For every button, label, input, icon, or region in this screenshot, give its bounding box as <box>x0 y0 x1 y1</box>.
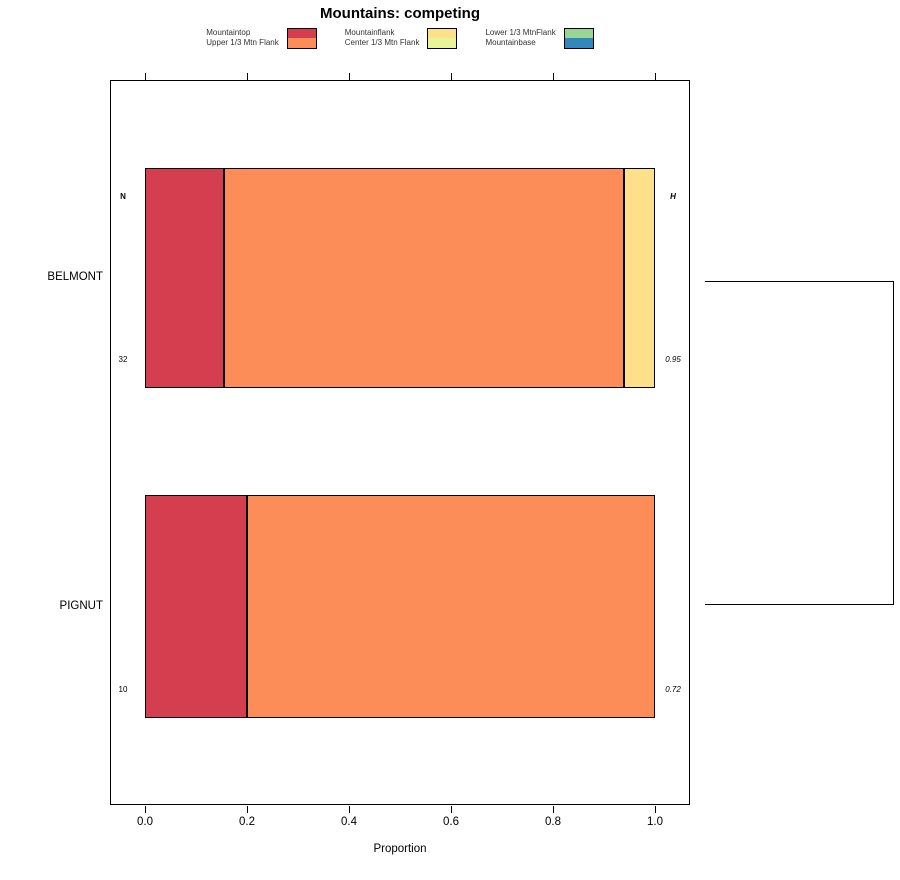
legend-swatch-color <box>564 28 593 38</box>
legend: Mountaintop Upper 1/3 Mtn Flank Mountainfl… <box>100 25 700 51</box>
row-n-value: 10 <box>118 685 128 694</box>
x-tick-label: 0.0 <box>137 816 153 828</box>
legend-label: Mountaintop <box>206 28 251 37</box>
x-tick-top <box>247 73 248 80</box>
legend-swatch <box>563 27 594 49</box>
column-header-h: H <box>670 192 676 201</box>
chart-title: Mountains: competing <box>320 5 480 22</box>
bar-segment-upper-1-3-mtn-flank <box>247 495 655 718</box>
x-tick-bottom <box>451 806 452 813</box>
x-tick-bottom <box>655 806 656 813</box>
x-tick-top <box>655 73 656 80</box>
legend-labels: Mountainflank Center 1/3 Mtn Flank <box>345 28 420 48</box>
legend-swatch <box>427 27 458 49</box>
row-h-value: 0.95 <box>665 355 681 364</box>
legend-swatch-color <box>428 28 457 38</box>
bar-segment-upper-1-3-mtn-flank <box>224 168 625 388</box>
bar-segment-mountainflank <box>624 168 655 388</box>
legend-label: Lower 1/3 MtnFlank <box>485 28 556 37</box>
x-tick-bottom <box>349 806 350 813</box>
legend-swatch-color <box>287 38 316 48</box>
x-tick-top <box>349 73 350 80</box>
x-tick-label: 0.4 <box>341 816 357 828</box>
row-h-value: 0.72 <box>665 685 681 694</box>
x-tick-bottom <box>247 806 248 813</box>
legend-swatch-color <box>564 38 593 48</box>
legend-labels: Mountaintop Upper 1/3 Mtn Flank <box>206 28 278 48</box>
legend-swatch-color <box>287 28 316 38</box>
x-tick-bottom <box>145 806 146 813</box>
legend-label: Upper 1/3 Mtn Flank <box>206 38 279 47</box>
legend-swatch-color <box>428 38 457 48</box>
column-header-n: N <box>120 192 126 201</box>
legend-group: Mountainflank Center 1/3 Mtn Flank <box>345 27 458 49</box>
adjacent-panel-fragment <box>705 281 894 605</box>
x-tick-bottom <box>553 806 554 813</box>
legend-group: Mountaintop Upper 1/3 Mtn Flank <box>206 27 317 49</box>
legend-group: Lower 1/3 MtnFlank Mountainbase <box>485 27 594 49</box>
x-tick-top <box>145 73 146 80</box>
x-tick-label: 0.2 <box>239 816 255 828</box>
category-label: BELMONT <box>47 271 103 283</box>
row-n-value: 32 <box>118 355 128 364</box>
legend-label: Mountainbase <box>485 38 536 47</box>
category-label: PIGNUT <box>59 599 103 612</box>
x-tick-top <box>553 73 554 80</box>
x-tick-label: 1.0 <box>647 816 663 828</box>
legend-label: Mountainflank <box>344 28 395 37</box>
x-tick-label: 0.8 <box>545 816 561 828</box>
x-tick-top <box>451 73 452 80</box>
legend-swatch <box>286 27 317 49</box>
bar-segment-mountaintop <box>145 495 247 718</box>
legend-labels: Lower 1/3 MtnFlank Mountainbase <box>485 28 555 48</box>
legend-label: Center 1/3 Mtn Flank <box>344 38 420 47</box>
bar-segment-mountaintop <box>145 168 225 388</box>
x-axis-label: Proportion <box>373 843 427 855</box>
x-tick-label: 0.6 <box>443 816 459 828</box>
